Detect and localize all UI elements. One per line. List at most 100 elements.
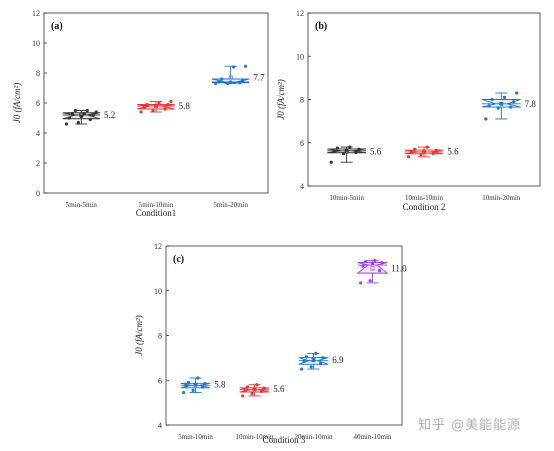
data-point: [85, 108, 89, 113]
mean-marker: [193, 382, 198, 387]
x-tick-label: 10min-10min: [235, 433, 274, 441]
mean-marker: [422, 149, 426, 154]
data-point: [380, 261, 384, 265]
y-tick-label: 6: [300, 139, 304, 148]
y-tick-label: 4: [158, 421, 162, 430]
data-point: [490, 97, 494, 102]
data-point: [302, 359, 306, 363]
data-point: [252, 387, 257, 391]
mean-label: 5.2: [104, 110, 115, 120]
data-point: [368, 279, 372, 283]
data-point: [182, 390, 186, 395]
series-3: 7.8: [481, 91, 537, 121]
data-point: [145, 102, 149, 107]
y-tick-label: 10: [154, 287, 162, 296]
x-tick-label: 20min-10min: [294, 433, 333, 441]
data-point: [359, 281, 363, 285]
y-tick-label: 12: [154, 242, 162, 251]
chart-panel-3: 4 6 8 10 12 J0 (fA/cm²) (c) 5min-10min 10min-10m…: [134, 242, 407, 445]
data-point: [82, 111, 86, 116]
data-point: [422, 149, 426, 153]
data-point: [509, 105, 513, 109]
data-point: [329, 160, 333, 164]
series-4: 11.0: [356, 258, 407, 285]
data-point: [67, 116, 71, 120]
data-point: [406, 155, 411, 159]
y-tick-label: 4: [36, 129, 40, 138]
data-point: [434, 148, 438, 152]
data-point: [154, 104, 158, 108]
data-point: [370, 262, 375, 266]
y-tick-label: 8: [36, 69, 40, 78]
data-point: [314, 351, 318, 355]
data-point: [357, 147, 361, 151]
data-point: [151, 108, 155, 113]
x-axis-label: Condition1: [136, 208, 177, 218]
mean-marker: [370, 266, 375, 271]
mean-marker: [228, 75, 233, 80]
data-point: [413, 147, 417, 151]
data-point: [410, 150, 414, 155]
data-point: [377, 269, 382, 273]
mean-marker: [344, 149, 349, 154]
data-point: [243, 388, 247, 392]
data-point: [232, 65, 236, 69]
y-axis-label: J0 (fA/cm²): [134, 315, 144, 355]
data-point: [304, 355, 309, 359]
x-tick-label: 5min-10min: [139, 201, 174, 209]
data-point: [425, 145, 429, 149]
data-point: [255, 383, 259, 387]
data-point: [73, 108, 77, 113]
mean-label: 5.8: [179, 101, 191, 111]
y-tick-label: 12: [32, 9, 40, 18]
mean-marker: [154, 104, 158, 108]
panel-label: (c): [173, 254, 184, 265]
mean-label: 11.0: [391, 263, 407, 273]
watermark: 知乎 @美能能源: [418, 418, 522, 433]
data-point: [345, 148, 349, 152]
data-point: [238, 81, 242, 85]
data-point: [309, 365, 313, 369]
data-point: [88, 117, 92, 122]
y-tick-label: 10: [32, 39, 40, 48]
x-tick-label: 10min-20min: [482, 194, 521, 202]
data-point: [361, 264, 365, 268]
chart-panel-2: 4 6 8 10 12 J0 (fA/cm²) (b) 10min-5min 10min-10m…: [276, 9, 541, 212]
data-point: [166, 102, 170, 107]
data-point: [157, 101, 161, 105]
data-point: [512, 100, 516, 104]
data-point: [354, 150, 358, 155]
y-tick-label: 10: [296, 52, 304, 61]
data-point: [244, 64, 248, 68]
mean-label: 7.8: [525, 99, 537, 109]
data-point: [250, 392, 254, 396]
data-point: [220, 77, 224, 81]
x-tick-label: 5min-5min: [66, 201, 98, 209]
data-point: [259, 389, 264, 394]
panel-label: (a): [51, 21, 63, 32]
mean-label: 5.6: [447, 146, 459, 156]
data-point: [217, 80, 221, 84]
y-tick-label: 6: [36, 99, 40, 108]
data-point: [363, 260, 368, 264]
series-2: 5.6: [239, 383, 285, 398]
mean-label: 7.7: [253, 73, 265, 83]
x-tick-label: 10min-5min: [329, 194, 364, 202]
data-point: [163, 107, 167, 111]
data-point: [262, 386, 266, 390]
series-3: 7.7: [211, 64, 265, 86]
series-1: 5.8: [180, 376, 226, 395]
data-point: [496, 106, 500, 110]
data-point: [321, 356, 325, 360]
x-tick-label: 5min-20min: [213, 201, 248, 209]
data-point: [142, 105, 146, 110]
y-tick-label: 0: [36, 189, 40, 198]
series-1: 5.2: [62, 108, 115, 126]
data-point: [214, 81, 218, 86]
data-point: [241, 78, 245, 83]
data-point: [373, 258, 377, 263]
data-point: [341, 151, 346, 156]
data-point: [203, 382, 207, 386]
x-tick-label: 5min-10min: [178, 433, 213, 441]
series-2: 5.6: [404, 145, 459, 159]
